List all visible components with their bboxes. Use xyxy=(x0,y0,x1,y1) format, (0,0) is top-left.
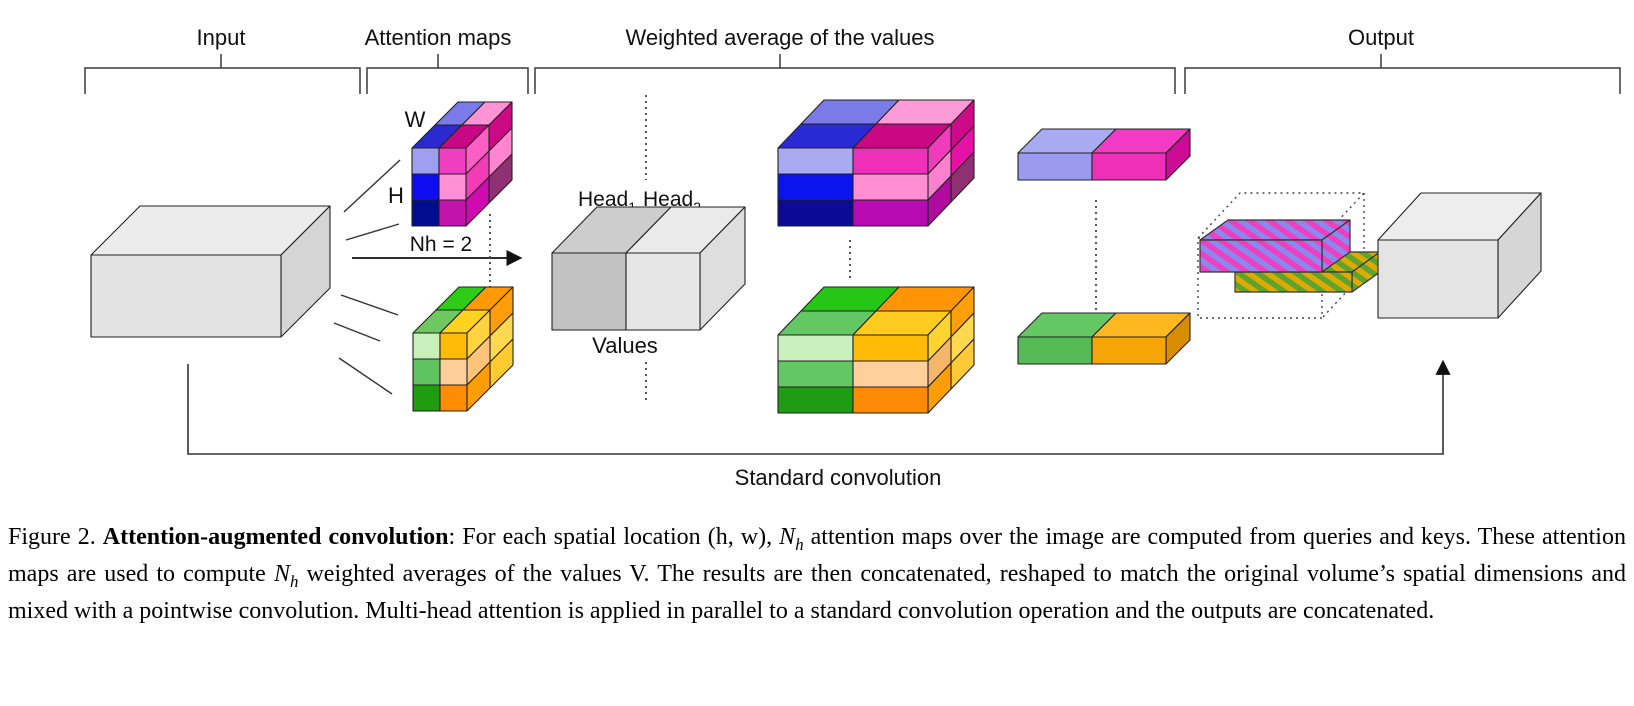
attention-map-head2-cell xyxy=(412,384,441,412)
attention-map-head2-cell xyxy=(439,332,468,360)
attention-map-head1-cell xyxy=(411,147,440,175)
green-gold-flat-bar xyxy=(1017,312,1191,365)
standard-convolution-path xyxy=(187,359,1451,455)
values-volume-cell xyxy=(551,252,627,331)
weighted-average-head2-cell xyxy=(777,334,854,362)
green-gold-flat-bar-cell xyxy=(1091,336,1167,365)
caption-seg3: weighted averages of the values V. The r… xyxy=(8,561,1626,624)
weighted-average-head1-cell xyxy=(852,147,929,175)
attention-map-head2-cube xyxy=(412,286,514,412)
dotted-guides xyxy=(489,95,1097,402)
nh-label: Nh = 2 xyxy=(410,233,472,256)
weighted-average-head1-cell xyxy=(852,199,929,227)
weighted-average-head2-cell xyxy=(852,360,929,388)
attention-map-head1-cell xyxy=(438,173,467,201)
attention-map-head2-cell xyxy=(412,358,441,386)
head1-head2-flat-bar-cell xyxy=(1017,152,1093,181)
weighted-average-head1-cell xyxy=(777,199,854,227)
input-brace xyxy=(84,54,361,94)
region-braces xyxy=(84,54,1621,94)
weighted-average-region-label: Weighted average of the values xyxy=(625,25,934,50)
fan-lines xyxy=(333,159,401,395)
head1-label: Head xyxy=(578,188,628,211)
head1-head2-flat-bar-cell xyxy=(1091,152,1167,181)
math-nh-2: N xyxy=(273,561,290,587)
head2-label: Head xyxy=(643,188,693,211)
values-volume-cube xyxy=(551,206,746,331)
output-volume-cell xyxy=(1377,239,1499,319)
values-volume-cell xyxy=(625,252,701,331)
head-labels: Head1Head2 xyxy=(578,188,701,215)
attention-augmented-convolution-diagram: Input Attention maps Weighted average of… xyxy=(84,25,1621,490)
attention-map-head1-cube xyxy=(411,101,513,227)
attention-map-head1-cell xyxy=(438,199,467,227)
output-region-label: Output xyxy=(1348,25,1414,50)
head1-head2-flat-bar xyxy=(1017,128,1191,181)
values-label: Values xyxy=(592,333,658,358)
weighted-average-head1-cell xyxy=(777,173,854,201)
weighted-average-head2-cell xyxy=(852,334,929,362)
figure-caption: Figure 2. Attention-augmented convolutio… xyxy=(8,519,1626,630)
w-axis-label: W xyxy=(405,107,426,132)
attention-map-head1-cell xyxy=(411,173,440,201)
math-nh: N xyxy=(779,524,796,550)
caption-seg1: : For each spatial location (h, w), xyxy=(448,524,780,550)
weighted-average-head2-cube xyxy=(777,286,975,414)
attention-map-head2-cell xyxy=(439,358,468,386)
standard-convolution-label: Standard convolution xyxy=(735,465,942,490)
attention-map-head1-cell xyxy=(411,199,440,227)
weighted-average-head2-cell xyxy=(777,386,854,414)
input-volume-cell xyxy=(90,254,282,338)
weighted-average-head1-cell xyxy=(777,147,854,175)
weighted-average-head2-cell xyxy=(852,386,929,414)
weighted-average-head1-cube xyxy=(777,99,975,227)
head1-striped-slab xyxy=(1199,219,1351,273)
attention-map-head2-cell xyxy=(412,332,441,360)
caption-title: Attention-augmented convolution xyxy=(102,524,449,550)
h-axis-label: H xyxy=(388,183,404,208)
attention-maps-brace xyxy=(366,54,529,94)
output-brace xyxy=(1184,54,1621,94)
math-nh-sub-2: h xyxy=(289,571,299,591)
weighted-average-head2-cell xyxy=(777,360,854,388)
green-gold-flat-bar-cell xyxy=(1017,336,1093,365)
attention-map-head2-cell xyxy=(439,384,468,412)
output-volume-cube xyxy=(1377,192,1542,319)
math-nh-sub: h xyxy=(795,534,804,554)
input-region-label: Input xyxy=(197,25,246,50)
weighted-average-head1-cell xyxy=(852,173,929,201)
caption-seg2: attention maps over the image are comput… xyxy=(8,524,1626,587)
caption-figure-label: Figure 2. xyxy=(8,524,103,550)
weighted-average-brace xyxy=(534,54,1176,94)
attention-map-head1-cell xyxy=(438,147,467,175)
input-volume xyxy=(90,205,331,338)
attention-maps-region-label: Attention maps xyxy=(365,25,512,50)
